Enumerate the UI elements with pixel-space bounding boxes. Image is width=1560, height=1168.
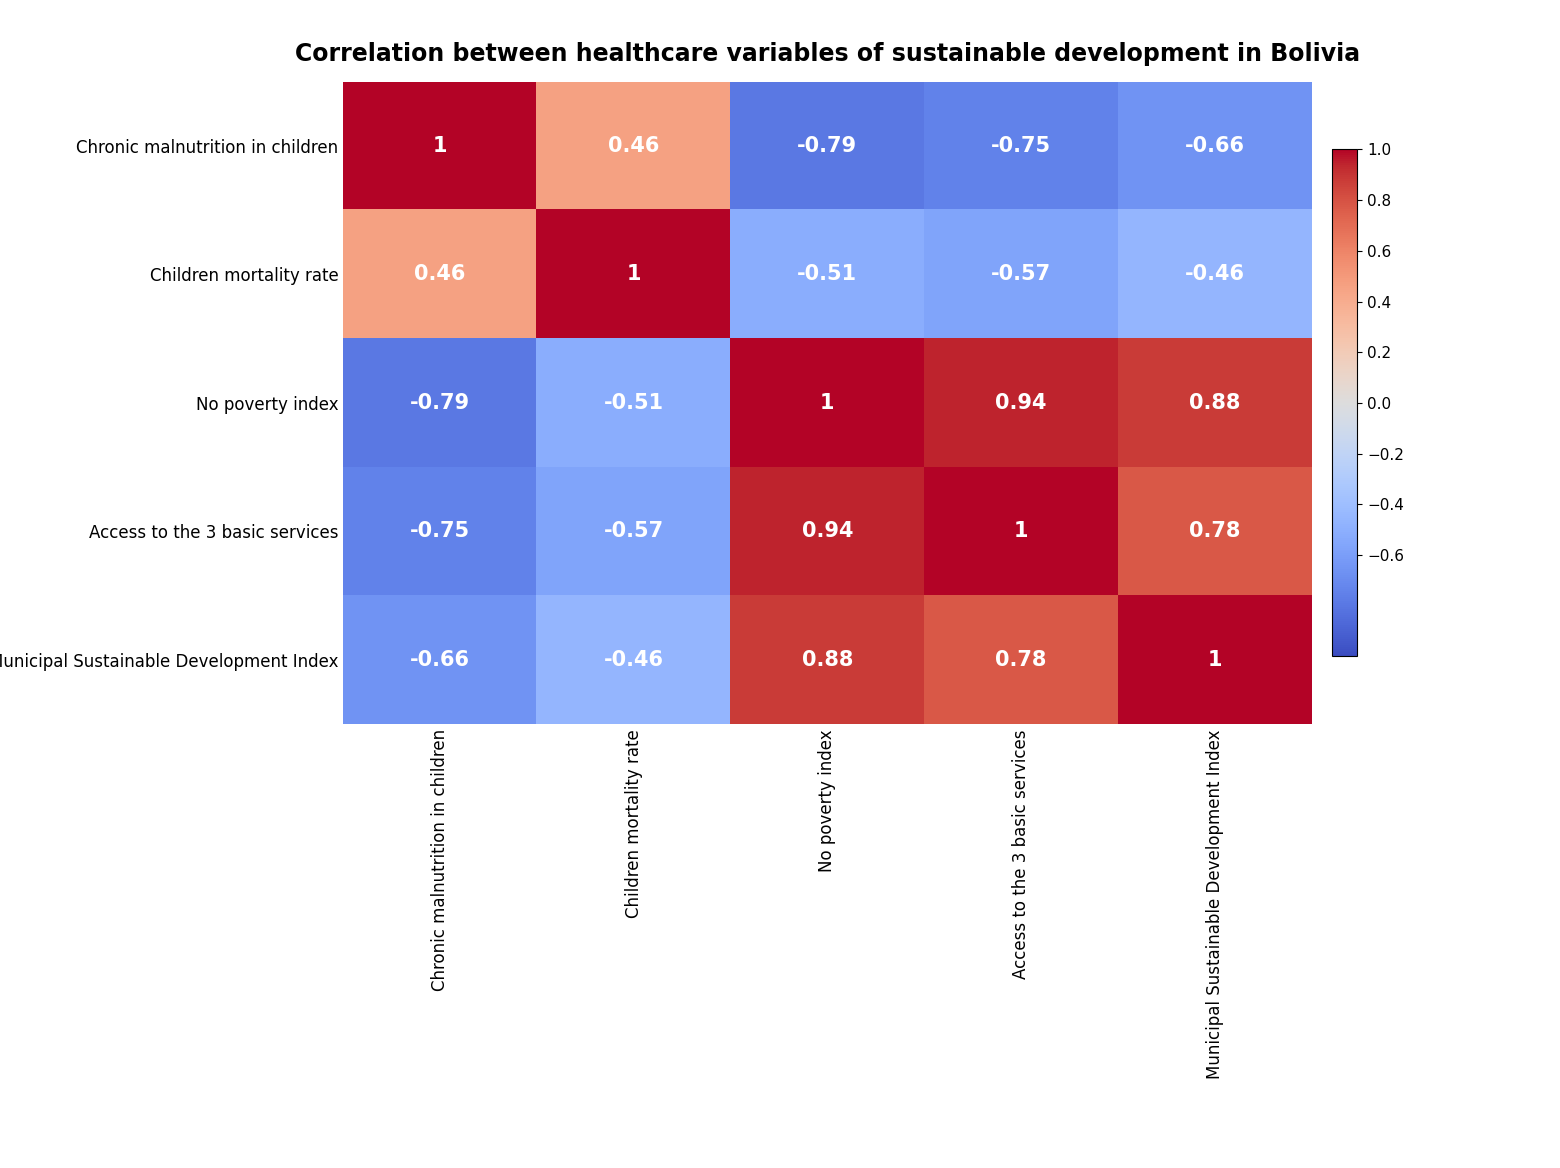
Text: -0.66: -0.66: [410, 649, 470, 670]
Text: 0.88: 0.88: [1189, 392, 1240, 413]
Text: 1: 1: [432, 135, 448, 157]
Text: 0.88: 0.88: [802, 649, 853, 670]
Text: -0.57: -0.57: [991, 264, 1051, 285]
Text: -0.57: -0.57: [604, 521, 663, 542]
Text: 0.94: 0.94: [995, 392, 1047, 413]
Text: 1: 1: [1014, 521, 1028, 542]
Text: 0.46: 0.46: [608, 135, 660, 157]
Text: -0.75: -0.75: [410, 521, 470, 542]
Text: 1: 1: [1207, 649, 1221, 670]
Text: -0.46: -0.46: [604, 649, 663, 670]
Text: -0.51: -0.51: [604, 392, 663, 413]
Text: 0.46: 0.46: [415, 264, 466, 285]
Text: -0.66: -0.66: [1184, 135, 1245, 157]
Text: -0.75: -0.75: [991, 135, 1051, 157]
Text: -0.79: -0.79: [797, 135, 858, 157]
Text: -0.46: -0.46: [1184, 264, 1245, 285]
Text: 0.78: 0.78: [995, 649, 1047, 670]
Text: 1: 1: [627, 264, 641, 285]
Text: 0.78: 0.78: [1189, 521, 1240, 542]
Text: 0.94: 0.94: [802, 521, 853, 542]
Text: -0.51: -0.51: [797, 264, 858, 285]
Title: Correlation between healthcare variables of sustainable development in Bolivia: Correlation between healthcare variables…: [295, 42, 1360, 65]
Text: -0.79: -0.79: [410, 392, 470, 413]
Text: 1: 1: [821, 392, 835, 413]
